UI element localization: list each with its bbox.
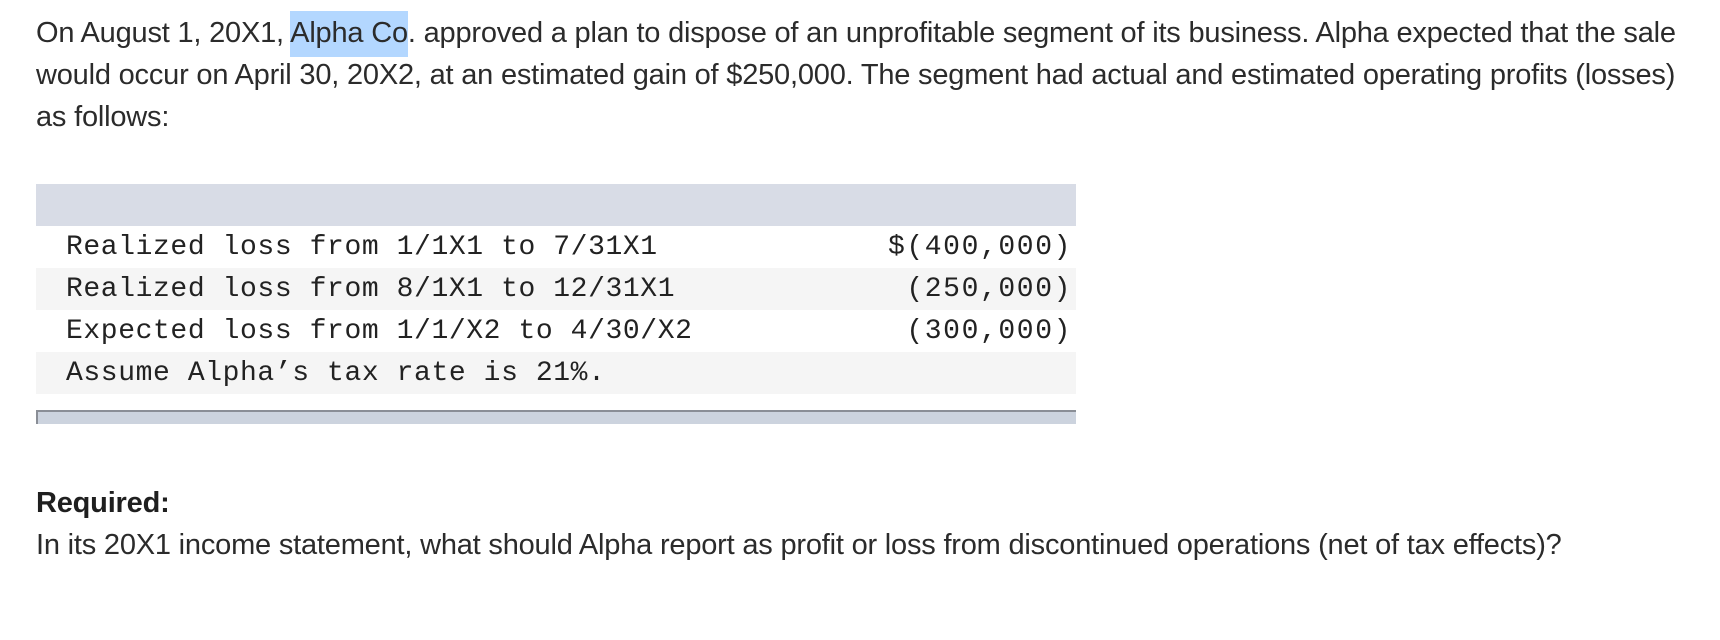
required-section: Required: In its 20X1 income statement, … [36, 482, 1696, 566]
table-row: Realized loss from 1/1X1 to 7/31X1 $(400… [36, 226, 1076, 268]
row-label: Realized loss from 8/1X1 to 12/31X1 [66, 273, 676, 305]
table-row-tax-note: Assume Alpha’s tax rate is 21%. [36, 352, 1076, 394]
row-value: (300,000) [906, 315, 1072, 347]
intro-text-rest: . approved a plan to dispose of an unpro… [36, 17, 1676, 133]
table-footer-bar [36, 410, 1076, 424]
operating-profits-table: Realized loss from 1/1X1 to 7/31X1 $(400… [36, 184, 1076, 424]
row-value: (250,000) [906, 273, 1072, 305]
selected-text-highlight[interactable]: Alpha Co [290, 11, 408, 57]
row-label: Realized loss from 1/1X1 to 7/31X1 [66, 231, 658, 263]
row-label: Expected loss from 1/1/X2 to 4/30/X2 [66, 315, 693, 347]
required-heading: Required: [36, 487, 170, 519]
required-question: In its 20X1 income statement, what shoul… [36, 529, 1562, 561]
intro-paragraph: On August 1, 20X1, Alpha Co. approved a … [36, 11, 1696, 138]
table-row: Realized loss from 8/1X1 to 12/31X1 (250… [36, 268, 1076, 310]
table-header-band [36, 184, 1076, 226]
row-value: $(400,000) [887, 231, 1072, 263]
table-row: Expected loss from 1/1/X2 to 4/30/X2 (30… [36, 310, 1076, 352]
intro-text-start: On August 1, 20X1, [36, 17, 291, 49]
row-label: Assume Alpha’s tax rate is 21%. [66, 357, 606, 389]
